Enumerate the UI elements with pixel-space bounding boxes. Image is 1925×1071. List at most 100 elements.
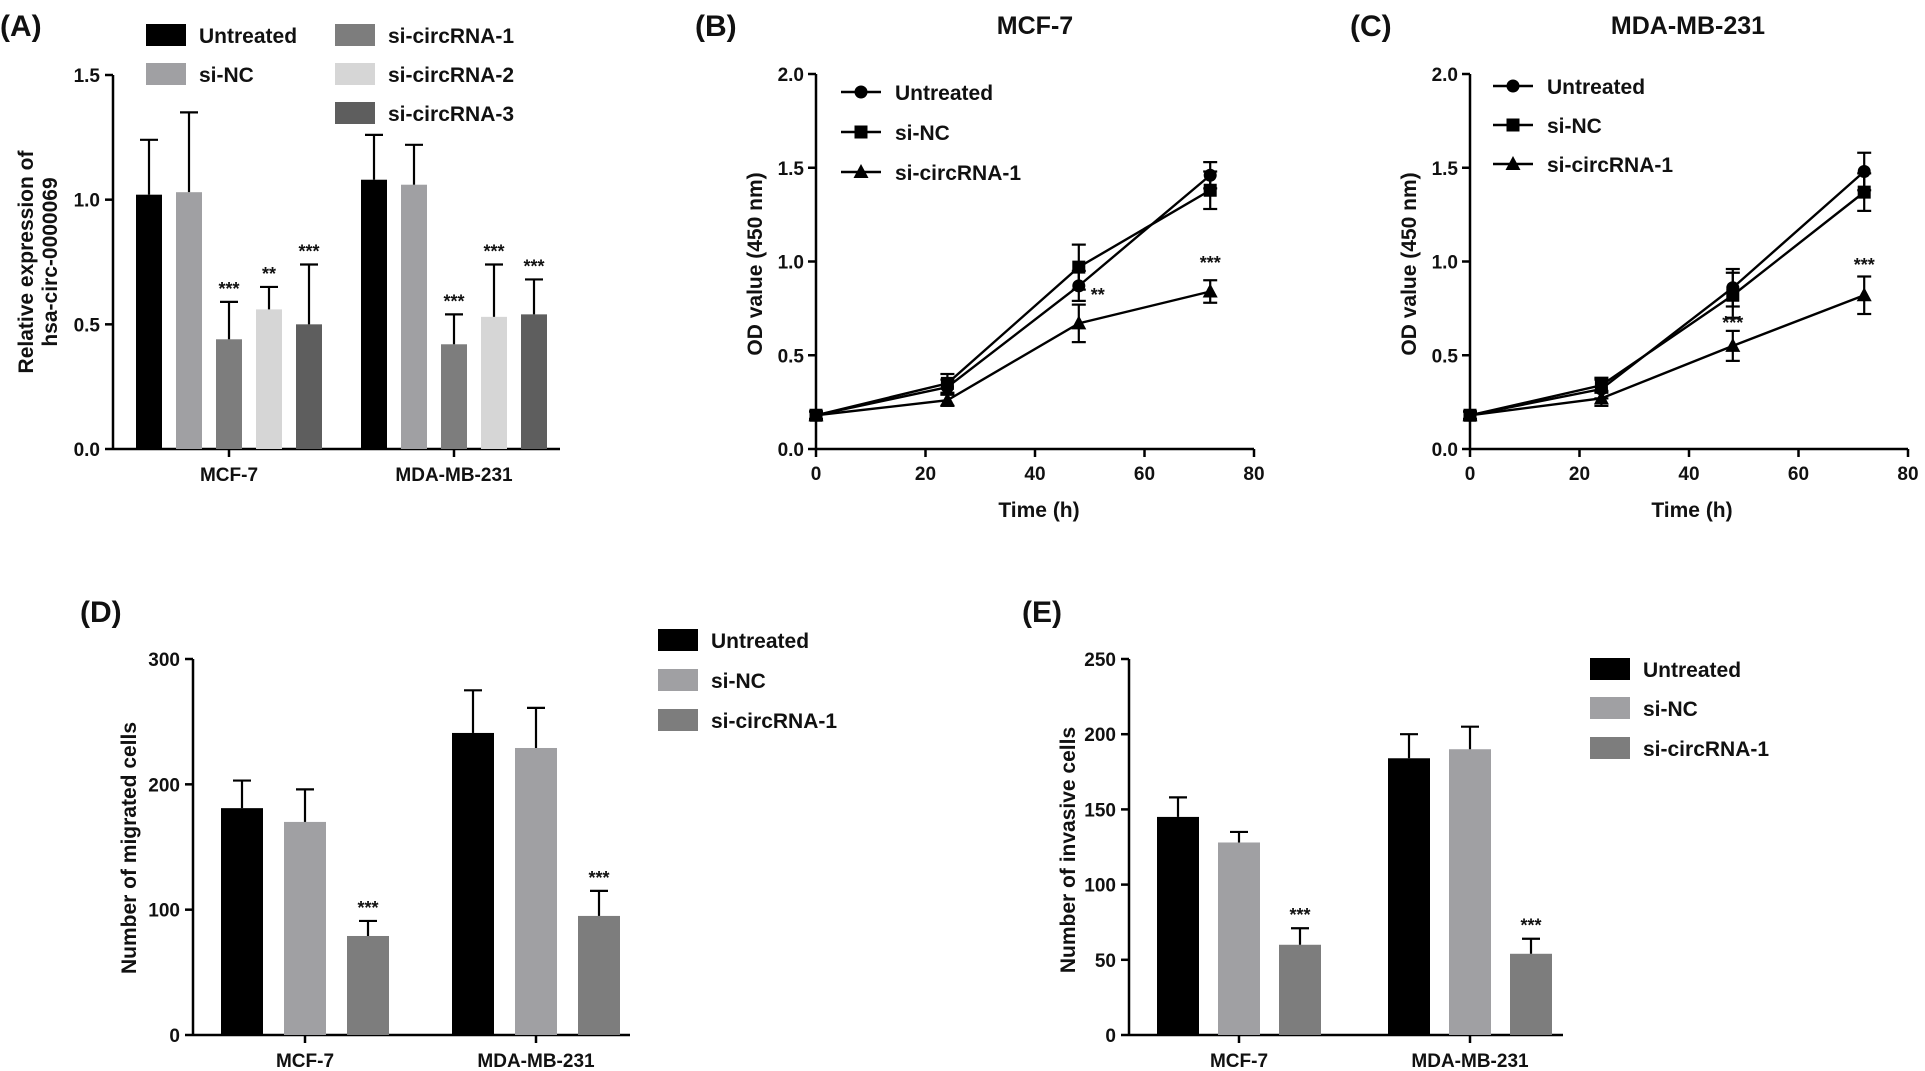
panel-b-x-tick-label: 60	[1134, 464, 1155, 485]
panel-c-series-line	[1469, 191, 1865, 417]
panel-c-data-point	[1857, 185, 1871, 199]
panel-d-legend-swatch	[658, 669, 698, 691]
panel-a-legend-label: si-circRNA-1	[388, 25, 514, 48]
panel-c-plot: 0.0 0.5 1.0 1.5 2.0 0 20 40 60 80 Untreated si-NC si…	[1432, 65, 1919, 485]
panel-a-significance-label: **	[262, 264, 276, 284]
panel-a-bar	[481, 316, 507, 449]
panel-c-x-tick-label: 20	[1569, 464, 1590, 485]
panel-a-significance-label: ***	[443, 291, 464, 311]
panel-c-significance-label: ***	[1854, 255, 1875, 275]
panel-a-legend-swatch	[335, 24, 375, 46]
panel-c-y-tick-label: 0.0	[1432, 440, 1458, 461]
panel-e-legend-label: si-circRNA-1	[1643, 738, 1769, 761]
panel-e-y-axis-title: Number of invasive cells	[1057, 727, 1080, 973]
panel-c-x-axis-title: Time (h)	[1651, 499, 1732, 522]
panel-b-legend-label: si-circRNA-1	[895, 162, 1021, 185]
panel-d-y-axis-title: Number of migrated cells	[118, 722, 141, 974]
panel-c-letter: (C)	[1350, 10, 1392, 43]
panel-b-data-point	[939, 392, 955, 407]
panel-c-x-tick-label: 40	[1678, 464, 1699, 485]
panel-a-y-tick-label: 0.5	[74, 315, 101, 336]
panel-a-legend-label: si-NC	[199, 64, 254, 87]
panel-a-bar	[296, 324, 322, 449]
panel-a-legend-swatch	[146, 63, 186, 85]
panel-c-significance-label: ***	[1722, 313, 1743, 333]
panel-c-legend-label: Untreated	[1547, 76, 1645, 99]
panel-b-x-tick-label: 20	[915, 464, 936, 485]
panel-e-legend-swatch	[1590, 658, 1630, 680]
panel-e-bar	[1388, 758, 1430, 1035]
panel-a-plot: Relative expression of hsa-circ-0000069 0.…	[15, 24, 560, 486]
panel-e-x-tick-label: MDA-MB-231	[1411, 1051, 1529, 1071]
panel-d-y-tick-label: 200	[148, 775, 180, 796]
panel-b-title: MCF-7	[997, 12, 1073, 40]
panel-b-legend-label: Untreated	[895, 82, 993, 105]
panel-a-legend-swatch	[335, 102, 375, 124]
panel-a-legend-swatch	[335, 63, 375, 85]
panel-c-y-axis-title: OD value (450 nm)	[1398, 172, 1421, 355]
panel-d-legend-label: Untreated	[711, 630, 809, 653]
panel-d-bar	[347, 935, 389, 1035]
panel-b-legend-label: si-NC	[895, 122, 950, 145]
panel-a-legend-label: si-circRNA-2	[388, 64, 514, 87]
panel-b-legend-marker	[854, 125, 868, 139]
panel-d-significance-label: ***	[588, 868, 609, 888]
panel-b-plot: 0.0 0.5 1.0 1.5 2.0 0 20 40 60 80 Untreated si-NC si…	[778, 65, 1265, 485]
panel-c-legend-marker	[1506, 118, 1520, 132]
panel-a-bar	[256, 309, 282, 449]
panel-b-x-tick-label: 0	[811, 464, 822, 485]
panel-c-legend-label: si-circRNA-1	[1547, 154, 1673, 177]
panel-c-mdamb231-growth-chart: (C) MDA-MB-231 Time (h) OD value (450 nm…	[1350, 10, 1919, 522]
panel-b-data-point	[1071, 315, 1087, 330]
panel-c-y-tick-label: 0.5	[1432, 346, 1459, 367]
panel-c-y-tick-label: 1.0	[1432, 253, 1458, 274]
panel-a-bar	[401, 184, 427, 449]
panel-a-y-axis-title-line-2: hsa-circ-0000069	[39, 177, 62, 346]
panel-a-bar	[176, 192, 202, 450]
panel-b-mcf7-growth-chart: (B) MCF-7 Time (h) OD value (450 nm) 0.0…	[695, 10, 1265, 522]
panel-a-y-tick-label: 1.0	[74, 191, 100, 212]
panel-d-migration-chart: (D) Number of migrated cells 0 100 200 300 *…	[80, 596, 837, 1071]
panel-a-bar	[136, 194, 162, 449]
panel-b-significance-label: ***	[1200, 253, 1221, 273]
panel-e-legend-label: Untreated	[1643, 659, 1741, 682]
panel-a-legend-label: Untreated	[199, 25, 297, 48]
panel-a-significance-label: ***	[298, 241, 319, 261]
panel-d-y-tick-label: 100	[148, 901, 180, 922]
panel-b-legend-marker	[854, 85, 868, 99]
panel-c-title: MDA-MB-231	[1611, 12, 1765, 40]
panel-b-y-tick-label: 0.0	[778, 440, 804, 461]
panel-e-legend-swatch	[1590, 697, 1630, 719]
panel-d-letter: (D)	[80, 596, 122, 629]
panel-a-x-tick-label: MDA-MB-231	[395, 465, 513, 486]
panel-c-x-tick-label: 60	[1788, 464, 1809, 485]
panel-e-bar	[1279, 944, 1321, 1035]
panel-e-y-tick-label: 50	[1095, 951, 1116, 972]
panel-c-series-line	[1469, 294, 1865, 417]
panel-c-series-line	[1469, 170, 1865, 417]
panel-d-x-tick-label: MCF-7	[276, 1051, 334, 1071]
panel-e-y-tick-label: 200	[1084, 725, 1116, 746]
panel-a-legend-label: si-circRNA-3	[388, 103, 514, 126]
panel-c-legend-marker	[1506, 79, 1520, 93]
panel-a-significance-label: ***	[483, 241, 504, 261]
panel-c-x-tick-label: 0	[1465, 464, 1476, 485]
panel-b-data-point	[1072, 260, 1086, 274]
panel-c-data-point	[1856, 287, 1872, 302]
panel-a-significance-label: ***	[523, 256, 544, 276]
panel-a-y-tick-label: 0.0	[74, 440, 100, 461]
panel-b-series-line	[815, 189, 1211, 417]
panel-b-data-point	[1203, 183, 1217, 197]
panel-e-bar	[1449, 749, 1491, 1035]
panel-e-y-tick-label: 250	[1084, 650, 1116, 671]
panel-e-x-tick-label: MCF-7	[1210, 1051, 1268, 1071]
panel-b-y-axis-title: OD value (450 nm)	[744, 172, 767, 355]
panel-b-y-tick-label: 1.0	[778, 253, 804, 274]
panel-b-data-point	[940, 376, 954, 390]
panel-d-bar	[221, 808, 263, 1035]
panel-e-y-tick-label: 150	[1084, 800, 1116, 821]
panel-d-bar	[452, 732, 494, 1035]
panel-a-x-tick-label: MCF-7	[200, 465, 258, 486]
panel-e-y-tick-label: 0	[1105, 1026, 1116, 1047]
panel-e-significance-label: ***	[1520, 916, 1541, 936]
